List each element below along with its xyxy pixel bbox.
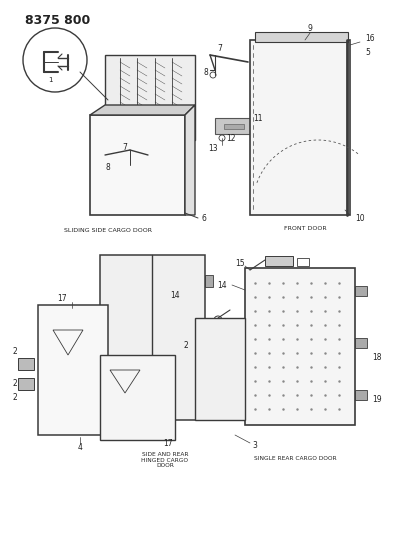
Bar [139, 100, 154, 118]
Bar [264, 256, 292, 266]
Bar [155, 260, 200, 290]
Bar [103, 152, 111, 158]
Bar [155, 300, 191, 322]
Text: 8: 8 [203, 68, 208, 77]
Text: 7: 7 [122, 142, 127, 151]
Bar [159, 75, 173, 93]
Bar [146, 152, 154, 158]
Bar [104, 260, 148, 290]
Text: 1: 1 [47, 77, 52, 83]
Bar [122, 75, 136, 93]
Bar [354, 286, 366, 296]
Bar [139, 75, 154, 93]
Polygon shape [254, 32, 347, 42]
Polygon shape [100, 355, 175, 440]
Text: 11: 11 [252, 114, 262, 123]
Bar [63, 385, 93, 395]
Bar [122, 100, 136, 118]
Text: SLIDING SIDE CARGO DOOR: SLIDING SIDE CARGO DOOR [64, 228, 152, 232]
Text: SIDE AND REAR
HINGED CARGO
DOOR: SIDE AND REAR HINGED CARGO DOOR [141, 451, 188, 469]
Text: 10: 10 [354, 214, 364, 222]
Text: 18: 18 [371, 353, 380, 362]
Text: 7: 7 [217, 44, 222, 52]
Polygon shape [184, 105, 195, 215]
Polygon shape [90, 105, 195, 115]
Text: 8: 8 [106, 163, 110, 172]
Bar [331, 50, 343, 60]
Bar [108, 335, 144, 357]
Polygon shape [38, 305, 108, 435]
Polygon shape [249, 40, 349, 215]
Text: 16: 16 [364, 34, 374, 43]
Bar [261, 70, 271, 88]
Text: 19: 19 [371, 395, 381, 405]
Bar [202, 358, 225, 368]
Bar [18, 358, 34, 370]
Text: 2: 2 [12, 393, 17, 402]
Bar [223, 124, 243, 129]
Text: 6: 6 [202, 214, 207, 222]
Text: 3: 3 [252, 440, 257, 449]
Polygon shape [90, 115, 184, 215]
Bar [354, 390, 366, 400]
Text: 17: 17 [57, 294, 67, 303]
Text: 14: 14 [170, 290, 180, 300]
Bar [354, 338, 366, 348]
Bar [264, 33, 294, 41]
Polygon shape [100, 255, 204, 420]
Circle shape [218, 135, 225, 141]
Text: 8375 800: 8375 800 [25, 13, 90, 27]
Bar [204, 335, 213, 347]
Bar [180, 335, 193, 345]
Text: 2: 2 [12, 379, 17, 389]
Text: 9: 9 [307, 23, 312, 33]
Bar [296, 258, 308, 266]
Bar [198, 323, 240, 415]
Text: 12: 12 [226, 133, 235, 142]
Text: 13: 13 [208, 143, 217, 152]
Bar [108, 300, 144, 322]
Circle shape [23, 28, 87, 92]
Polygon shape [105, 55, 195, 140]
Text: 4: 4 [77, 442, 82, 451]
Text: 14: 14 [217, 280, 227, 289]
Bar [204, 275, 213, 287]
Text: 2: 2 [183, 341, 188, 350]
Text: 5: 5 [364, 47, 369, 56]
Bar [204, 395, 213, 407]
Text: SINGLE REAR CARGO DOOR: SINGLE REAR CARGO DOOR [253, 456, 335, 461]
Polygon shape [245, 268, 354, 425]
Bar [304, 33, 334, 41]
Text: 15: 15 [235, 259, 244, 268]
Circle shape [209, 72, 216, 78]
Text: FRONT DOOR: FRONT DOOR [283, 225, 326, 230]
Bar [18, 378, 34, 390]
Polygon shape [195, 318, 245, 420]
Bar [44, 313, 102, 427]
Circle shape [213, 316, 221, 324]
Text: 17: 17 [163, 439, 172, 448]
Bar [155, 335, 191, 357]
Text: 2: 2 [12, 348, 17, 357]
Bar [214, 118, 252, 134]
